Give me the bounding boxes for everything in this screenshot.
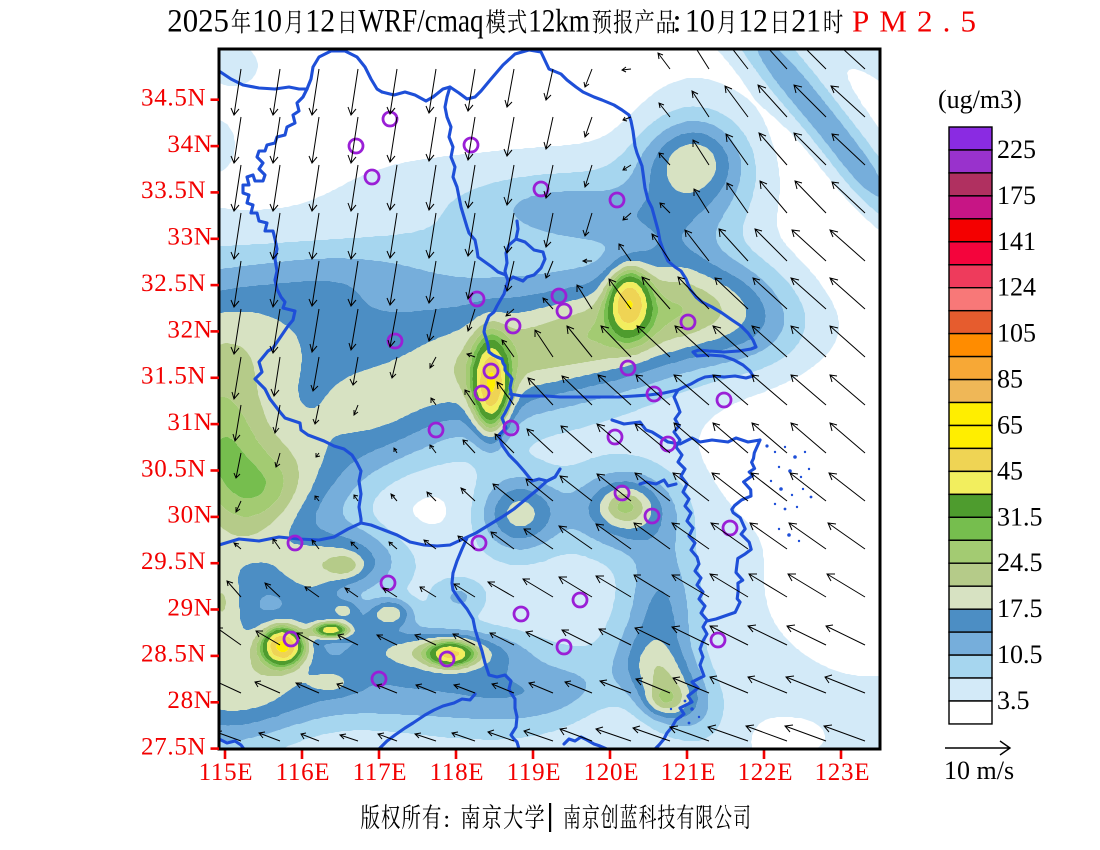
svg-text:31N: 31N xyxy=(167,409,212,436)
svg-text:24.5: 24.5 xyxy=(997,548,1043,577)
svg-text:12km: 12km xyxy=(528,4,590,40)
svg-text:27.5N: 27.5N xyxy=(141,733,206,760)
svg-text:32.5N: 32.5N xyxy=(141,270,206,297)
svg-text:34N: 34N xyxy=(167,131,212,158)
svg-text:(ug/m3): (ug/m3) xyxy=(938,85,1022,114)
svg-text:10: 10 xyxy=(685,4,715,40)
svg-text:12: 12 xyxy=(738,4,768,40)
svg-text:10 m/s: 10 m/s xyxy=(944,756,1014,785)
svg-text:30.5N: 30.5N xyxy=(141,455,206,482)
svg-text:34.5N: 34.5N xyxy=(141,85,206,112)
svg-text:116E: 116E xyxy=(276,759,331,786)
svg-text:33N: 33N xyxy=(167,224,212,251)
svg-text:141: 141 xyxy=(997,227,1036,256)
svg-text:124: 124 xyxy=(997,273,1036,302)
svg-text:29N: 29N xyxy=(167,594,212,621)
svg-text::: : xyxy=(673,4,682,40)
svg-text:119E: 119E xyxy=(507,759,562,786)
svg-text::: : xyxy=(443,807,450,833)
svg-text:105: 105 xyxy=(997,319,1036,348)
svg-text:33.5N: 33.5N xyxy=(141,177,206,204)
svg-text:123E: 123E xyxy=(815,759,871,786)
svg-text:65: 65 xyxy=(997,410,1023,439)
svg-text:WRF/cmaq: WRF/cmaq xyxy=(358,4,483,40)
svg-text:225: 225 xyxy=(997,135,1036,164)
svg-text:31.5: 31.5 xyxy=(997,502,1043,531)
svg-text:28.5N: 28.5N xyxy=(141,641,206,668)
svg-text:31.5N: 31.5N xyxy=(141,363,206,390)
svg-text:121E: 121E xyxy=(661,759,717,786)
svg-text:21: 21 xyxy=(791,4,821,40)
svg-text:175: 175 xyxy=(997,181,1036,210)
svg-text:117E: 117E xyxy=(353,759,408,786)
svg-text:122E: 122E xyxy=(738,759,794,786)
svg-text:118E: 118E xyxy=(430,759,485,786)
svg-text:115E: 115E xyxy=(199,759,254,786)
svg-text:30N: 30N xyxy=(167,502,212,529)
svg-text:85: 85 xyxy=(997,365,1023,394)
svg-text:2025: 2025 xyxy=(167,4,229,40)
svg-text:17.5: 17.5 xyxy=(997,594,1043,623)
svg-text:120E: 120E xyxy=(584,759,640,786)
svg-text:32N: 32N xyxy=(167,316,212,343)
svg-text:28N: 28N xyxy=(167,687,212,714)
svg-text:29.5N: 29.5N xyxy=(141,548,206,575)
svg-text:10.5: 10.5 xyxy=(997,640,1043,669)
svg-text:3.5: 3.5 xyxy=(997,686,1030,715)
svg-text:12: 12 xyxy=(305,4,335,40)
svg-text:45: 45 xyxy=(997,456,1023,485)
svg-text:10: 10 xyxy=(252,4,282,40)
